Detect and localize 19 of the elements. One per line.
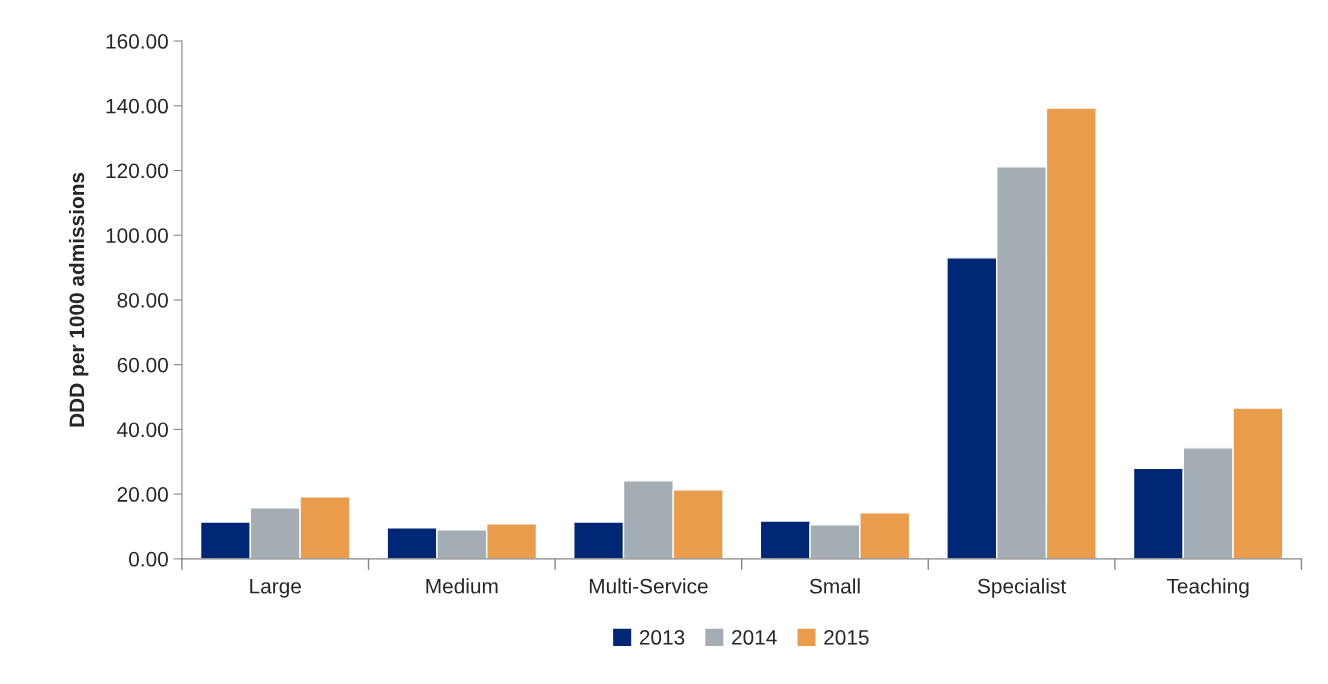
x-tick-label: Specialist [977,578,1066,598]
y-tick-label: 160.00 [106,34,168,49]
y-tick-label: 100.00 [106,228,168,243]
y-tick-label: 140.00 [106,98,168,114]
y-tick-label: 60.00 [117,357,168,373]
x-tick-label: Medium [426,578,498,594]
y-tick-label: 120.00 [106,163,168,179]
legend-label: 2013 [639,630,685,645]
y-axis-title: DDD per 1000 admissions [68,172,89,427]
x-tick-label: Teaching [1166,578,1249,598]
x-tick-label: Small [809,578,860,594]
y-tick-label: 40.00 [117,422,168,438]
legend-label: 2014 [732,630,777,645]
x-tick-label: Large [250,579,301,598]
legend-label: 2015 [824,630,869,645]
y-tick-label: 80.00 [117,292,168,308]
y-tick-label: 0.00 [129,551,168,567]
x-tick-label: Multi-Service [589,578,708,594]
y-tick-label: 20.00 [117,487,168,502]
